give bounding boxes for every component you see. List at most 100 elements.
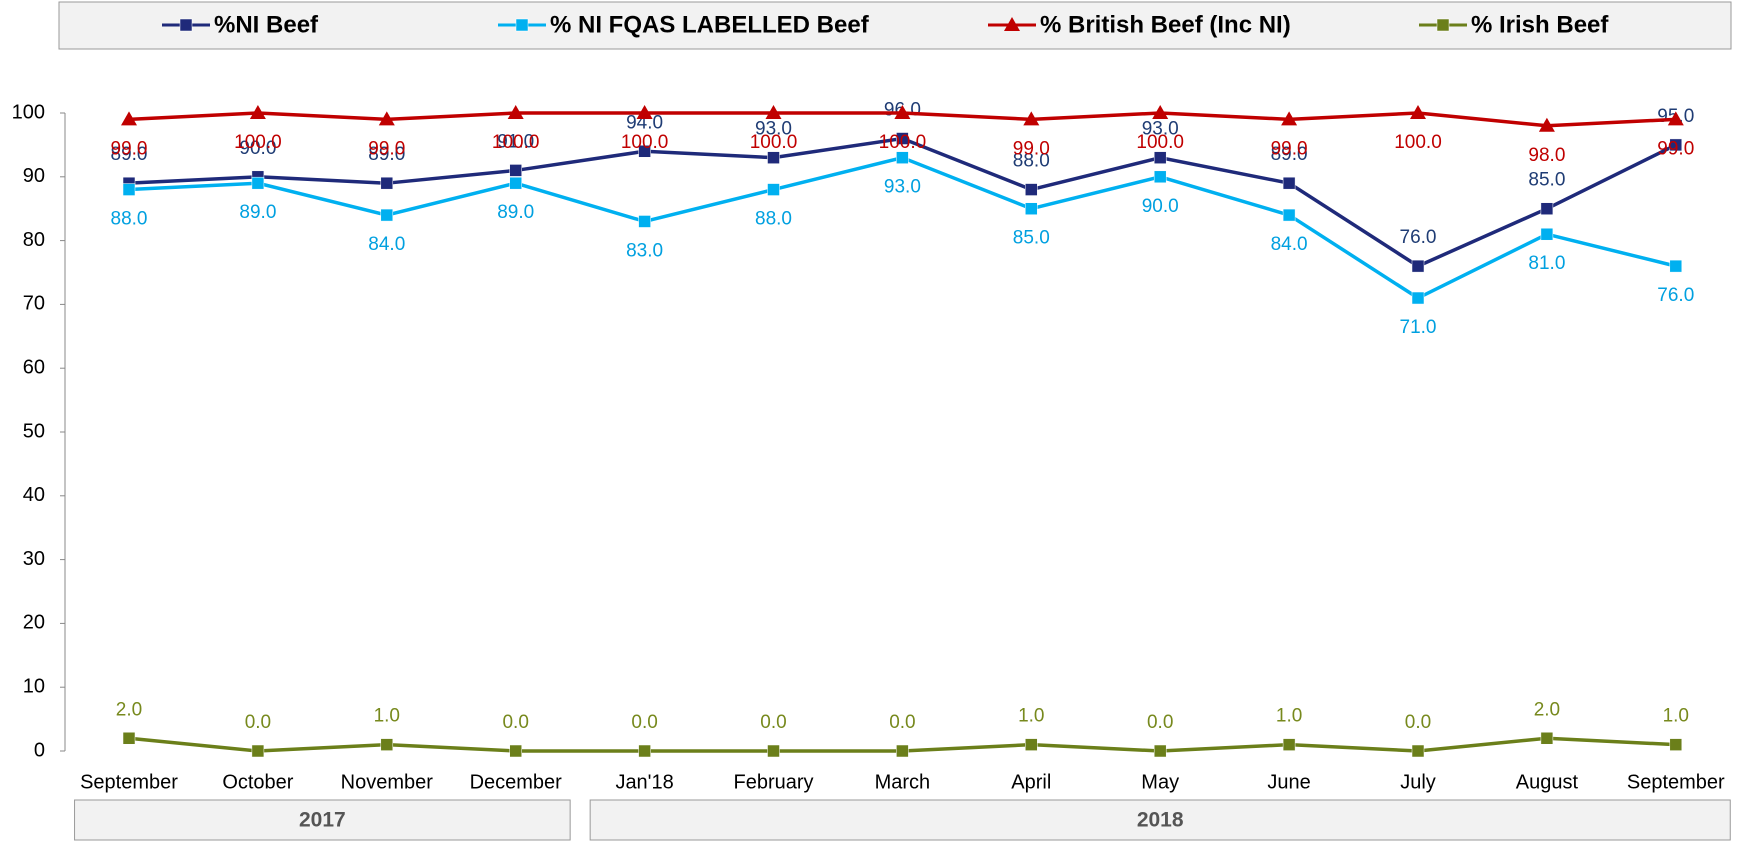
data-point — [507, 105, 524, 119]
data-point — [765, 105, 782, 119]
data-label: 81.0 — [1528, 253, 1565, 274]
data-label: 84.0 — [1271, 234, 1308, 255]
data-point — [896, 744, 909, 758]
y-tick-label: 70 — [23, 293, 45, 315]
data-point — [638, 145, 651, 158]
data-point — [1153, 151, 1167, 164]
y-tick-label: 40 — [23, 484, 45, 506]
data-label: 99.0 — [368, 138, 405, 159]
data-label: 89.0 — [368, 144, 405, 165]
data-label: 1.0 — [1663, 706, 1689, 727]
data-label: 0.0 — [245, 712, 271, 733]
data-point — [767, 151, 780, 164]
data-label: 93.0 — [755, 119, 792, 140]
data-label: 100.0 — [234, 132, 282, 153]
data-point — [380, 208, 394, 222]
data-label: 91.0 — [497, 131, 534, 152]
data-point — [121, 111, 137, 126]
data-label: 89.0 — [497, 202, 534, 223]
data-point — [638, 215, 651, 228]
data-point — [767, 183, 780, 196]
data-point — [1152, 105, 1169, 119]
legend-label: %NI Beef — [214, 11, 319, 38]
legend-label: % NI FQAS LABELLED Beef — [550, 11, 870, 38]
x-tick-label: June — [1267, 771, 1310, 793]
data-point — [636, 105, 653, 119]
data-label: 99.0 — [1271, 138, 1308, 159]
x-tick-label: November — [341, 771, 434, 793]
x-tick-label: August — [1516, 771, 1579, 793]
data-point — [1153, 170, 1167, 184]
data-point — [894, 105, 911, 119]
data-point — [509, 744, 522, 758]
data-label: 76.0 — [1657, 285, 1694, 306]
y-tick-label: 80 — [23, 229, 45, 251]
data-point — [1411, 291, 1425, 305]
data-label: 0.0 — [889, 712, 915, 733]
data-label: 71.0 — [1400, 317, 1437, 338]
data-point — [1411, 744, 1425, 758]
data-label: 2.0 — [116, 699, 142, 720]
legend-marker — [515, 18, 529, 32]
data-point — [1025, 738, 1038, 751]
data-label: 98.0 — [1528, 145, 1565, 166]
data-label: 76.0 — [1400, 227, 1437, 248]
data-label: 99.0 — [1657, 138, 1694, 159]
data-point — [638, 744, 651, 758]
data-point — [1669, 259, 1683, 273]
data-point — [122, 183, 136, 196]
data-label: 90.0 — [239, 138, 276, 159]
x-tick-label: September — [1627, 771, 1725, 793]
data-label: 0.0 — [502, 712, 528, 733]
data-point — [1540, 731, 1554, 745]
data-point — [1667, 111, 1684, 126]
x-tick-label: July — [1400, 771, 1436, 793]
data-label: 83.0 — [626, 240, 663, 261]
data-point — [122, 731, 136, 745]
group-box — [589, 799, 1731, 841]
data-label: 89.0 — [111, 144, 148, 165]
data-point — [1538, 117, 1555, 132]
data-label: 2.0 — [1534, 699, 1560, 720]
legend-marker — [1004, 17, 1020, 31]
data-label: 100.0 — [879, 132, 927, 153]
data-point — [1540, 227, 1554, 241]
x-tick-label: May — [1141, 771, 1179, 793]
data-label: 88.0 — [755, 209, 792, 230]
y-tick-label: 10 — [23, 675, 45, 697]
data-point — [380, 176, 394, 190]
data-point — [1281, 111, 1298, 126]
data-label: 85.0 — [1013, 228, 1050, 249]
x-tick-label: October — [222, 771, 293, 793]
data-point — [380, 738, 394, 751]
y-tick-label: 90 — [23, 165, 45, 187]
x-tick-label: April — [1011, 771, 1051, 793]
data-label: 99.0 — [111, 138, 148, 159]
data-point — [1025, 202, 1038, 215]
data-label: 89.0 — [239, 202, 276, 223]
y-tick-label: 60 — [23, 356, 45, 378]
legend-marker — [179, 18, 193, 32]
data-point — [509, 164, 522, 177]
data-point — [1540, 202, 1554, 215]
data-label: 100.0 — [750, 132, 798, 153]
data-point — [1025, 183, 1038, 196]
y-tick-label: 100 — [12, 101, 45, 123]
y-tick-label: 20 — [23, 612, 45, 634]
group-label: 2017 — [299, 809, 346, 832]
data-point — [1411, 259, 1425, 273]
legend-label: % Irish Beef — [1471, 11, 1609, 38]
data-point — [767, 744, 780, 758]
data-point — [378, 111, 395, 126]
data-label: 94.0 — [626, 112, 663, 133]
data-label: 0.0 — [760, 712, 786, 733]
data-point — [1410, 105, 1426, 119]
data-label: 100.0 — [492, 132, 540, 153]
data-label: 0.0 — [1147, 712, 1173, 733]
data-label: 88.0 — [1013, 151, 1050, 172]
data-label: 100.0 — [1394, 132, 1442, 153]
data-point — [896, 132, 909, 145]
y-tick-label: 0 — [34, 739, 45, 761]
data-label: 1.0 — [374, 706, 400, 727]
